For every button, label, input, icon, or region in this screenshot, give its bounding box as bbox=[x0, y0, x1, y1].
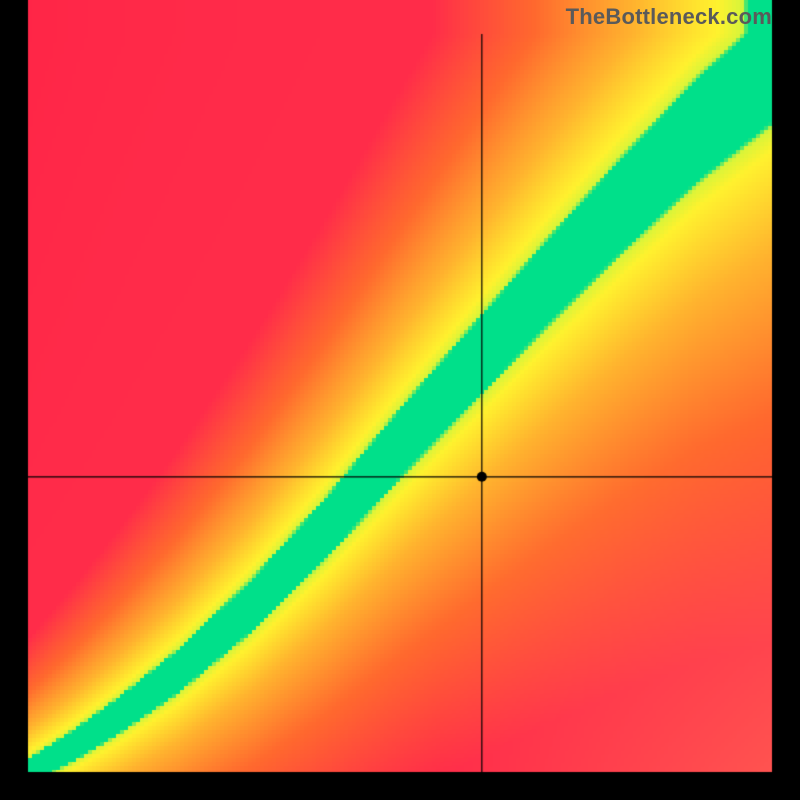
watermark-text: TheBottleneck.com bbox=[566, 4, 772, 30]
bottleneck-heatmap-canvas bbox=[0, 0, 800, 800]
chart-container: { "watermark": { "text": "TheBottleneck.… bbox=[0, 0, 800, 800]
